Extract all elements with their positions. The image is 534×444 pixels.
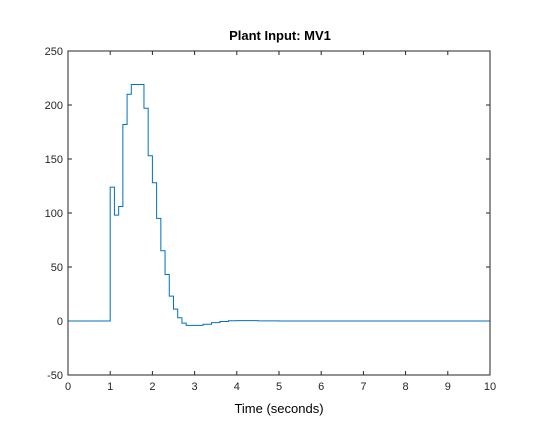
y-tick-label: 250 xyxy=(45,46,63,58)
y-tick-label: -50 xyxy=(47,370,63,382)
x-tick-label: 3 xyxy=(192,381,198,393)
chart-title: Plant Input: MV1 xyxy=(229,28,331,43)
y-tick-label: 50 xyxy=(51,262,63,274)
x-tick-label: 0 xyxy=(65,381,71,393)
x-tick-label: 1 xyxy=(107,381,113,393)
x-tick-label: 9 xyxy=(445,381,451,393)
x-tick-label: 10 xyxy=(484,381,496,393)
data-group xyxy=(68,83,490,326)
x-tick-label: 2 xyxy=(149,381,155,393)
y-tick-label: 200 xyxy=(45,100,63,112)
x-tick-label: 5 xyxy=(276,381,282,393)
x-tick-label: 7 xyxy=(360,381,366,393)
x-tick-label: 8 xyxy=(403,381,409,393)
y-tick-label: 100 xyxy=(45,208,63,220)
x-tick-label: 6 xyxy=(318,381,324,393)
plot-area xyxy=(68,51,490,375)
y-tick-label: 150 xyxy=(45,154,63,166)
series-line xyxy=(68,83,490,326)
x-tick-label: 4 xyxy=(234,381,240,393)
axes-box xyxy=(67,50,491,376)
x-axis-label: Time (seconds) xyxy=(234,401,323,416)
y-tick-label: 0 xyxy=(57,316,63,328)
